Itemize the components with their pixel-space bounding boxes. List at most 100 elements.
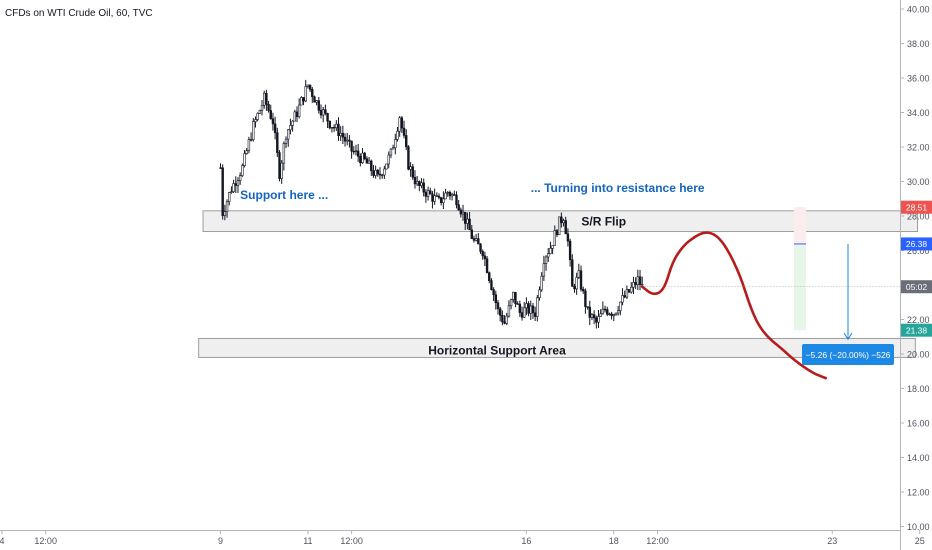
candle-body bbox=[324, 109, 327, 114]
candle-body bbox=[538, 289, 541, 299]
zone-label: S/R Flip bbox=[581, 215, 626, 229]
candle-body bbox=[398, 117, 401, 132]
candle-body bbox=[238, 175, 242, 181]
candle-body bbox=[262, 92, 266, 106]
candle-body bbox=[405, 135, 408, 148]
candle-body bbox=[542, 263, 546, 277]
zone-label: Horizontal Support Area bbox=[428, 343, 566, 357]
candle-body bbox=[431, 193, 434, 202]
candle-body bbox=[400, 117, 404, 129]
candle-body bbox=[523, 307, 526, 318]
candle-body bbox=[306, 84, 310, 87]
candle-body bbox=[468, 218, 471, 231]
measure-label: −5.26 (−20.00%) −526 bbox=[806, 350, 891, 360]
candle-body bbox=[442, 198, 445, 204]
candle-body bbox=[516, 303, 519, 305]
y-tick-label: 16.00 bbox=[907, 419, 930, 429]
price-label-box bbox=[901, 237, 932, 251]
candle-body bbox=[234, 183, 237, 186]
candle-body bbox=[603, 308, 607, 311]
candle-body bbox=[636, 276, 640, 285]
candle-body bbox=[313, 96, 316, 103]
candle-body bbox=[352, 150, 355, 153]
candle-body bbox=[350, 140, 353, 152]
y-tick-label: 36.00 bbox=[907, 74, 930, 84]
annotation-text: ... Turning into resistance here bbox=[531, 181, 705, 195]
candle-body bbox=[359, 156, 362, 164]
candle-body bbox=[597, 316, 600, 323]
candle-body bbox=[252, 121, 255, 140]
candle-body bbox=[280, 162, 283, 179]
candle-body bbox=[361, 152, 364, 164]
candle-body bbox=[335, 123, 338, 129]
candle-body bbox=[564, 220, 567, 235]
candle-body bbox=[418, 181, 421, 186]
candle-body bbox=[317, 100, 321, 111]
candle-body bbox=[551, 245, 554, 249]
y-tick-label: 10.00 bbox=[907, 522, 930, 532]
candle-body bbox=[571, 259, 574, 287]
candle-body bbox=[409, 166, 412, 170]
candle-body bbox=[501, 315, 504, 323]
x-tick-label: 11 bbox=[303, 536, 312, 546]
candle-body bbox=[363, 152, 366, 159]
y-tick-label: 22.00 bbox=[907, 315, 930, 325]
candle-body bbox=[241, 165, 244, 176]
candle-body bbox=[394, 139, 397, 149]
x-tick-label: 4 bbox=[0, 536, 5, 546]
candle-body bbox=[380, 174, 384, 177]
candle-body bbox=[315, 100, 318, 103]
candle-body bbox=[422, 182, 425, 193]
candle-body bbox=[533, 312, 537, 317]
candle-body bbox=[407, 146, 410, 170]
candle-body bbox=[641, 283, 644, 286]
candle-body bbox=[448, 191, 452, 197]
candle-body bbox=[254, 119, 257, 122]
candle-body bbox=[411, 166, 414, 178]
candle-body bbox=[584, 290, 587, 307]
candle-body bbox=[586, 306, 589, 308]
candle-body bbox=[247, 139, 251, 151]
projection-curve bbox=[640, 231, 827, 380]
candle-body bbox=[265, 92, 268, 105]
candle-body bbox=[291, 120, 294, 126]
candle-body bbox=[426, 190, 430, 197]
candle-body bbox=[518, 303, 522, 313]
candle-body bbox=[391, 147, 395, 150]
candle-body bbox=[339, 132, 342, 137]
candle-body bbox=[457, 204, 460, 211]
candle-body bbox=[477, 238, 480, 245]
price-label-box bbox=[901, 280, 932, 294]
candle-body bbox=[632, 282, 635, 288]
y-tick-label: 12.00 bbox=[907, 488, 930, 498]
candle-body bbox=[616, 310, 620, 314]
candle-body bbox=[610, 313, 613, 317]
candle-body bbox=[328, 120, 331, 129]
candle-body bbox=[424, 191, 428, 197]
candle-body bbox=[606, 309, 609, 315]
candle-body bbox=[346, 139, 349, 142]
candle-body bbox=[289, 125, 292, 131]
candle-body bbox=[470, 229, 473, 239]
y-tick-label: 14.00 bbox=[907, 453, 930, 463]
candle-body bbox=[505, 315, 508, 324]
candle-body bbox=[512, 291, 515, 300]
price-label-box bbox=[901, 200, 932, 214]
candle-body bbox=[273, 123, 277, 134]
candle-body bbox=[490, 280, 493, 290]
candle-body bbox=[396, 130, 399, 140]
zone-rect bbox=[198, 337, 916, 358]
candle-body bbox=[582, 289, 585, 292]
candle-body bbox=[269, 110, 272, 119]
candle-body bbox=[557, 216, 561, 236]
price-label-box bbox=[901, 323, 932, 337]
candle-body bbox=[592, 314, 596, 319]
x-tick-label: 12:00 bbox=[646, 536, 669, 546]
candle-body bbox=[444, 192, 447, 200]
candle-body bbox=[579, 270, 583, 290]
candle-body bbox=[343, 136, 347, 142]
candle-body bbox=[236, 180, 240, 186]
y-tick-label: 34.00 bbox=[907, 108, 930, 118]
price-label-text: 26.38 bbox=[906, 239, 928, 249]
